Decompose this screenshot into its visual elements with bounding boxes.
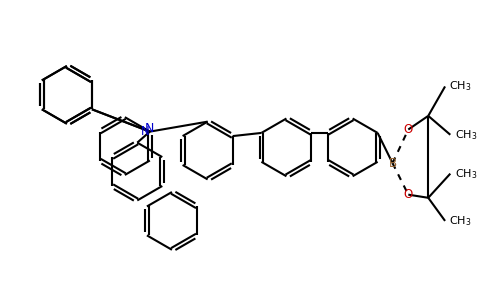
Text: CH$_3$: CH$_3$ [454,167,477,181]
Text: B: B [389,157,396,169]
Text: CH$_3$: CH$_3$ [454,128,477,142]
Text: CH$_3$: CH$_3$ [449,214,472,228]
Text: CH$_3$: CH$_3$ [449,80,472,93]
Text: N: N [145,122,154,136]
Text: O: O [404,188,413,201]
Text: O: O [404,123,413,136]
Text: N: N [141,125,150,138]
